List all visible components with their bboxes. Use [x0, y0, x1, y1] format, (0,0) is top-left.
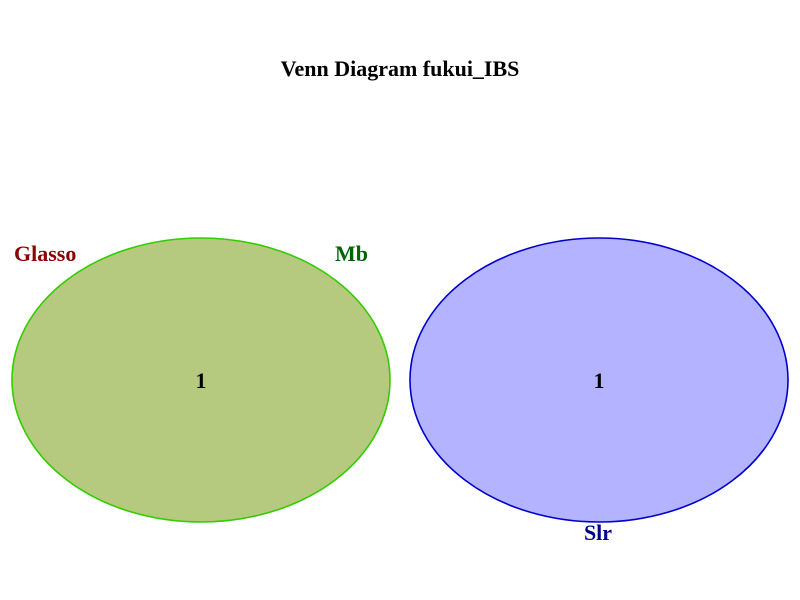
region-count-right: 1 [594, 368, 605, 393]
region-count-left: 1 [196, 368, 207, 393]
venn-ellipse-left [11, 237, 391, 523]
set-label-mb: Mb [335, 241, 368, 266]
venn-ellipse-right [409, 237, 789, 523]
set-label-glasso: Glasso [14, 241, 76, 266]
set-label-slr: Slr [584, 520, 612, 545]
diagram-title: Venn Diagram fukui_IBS [281, 56, 520, 81]
